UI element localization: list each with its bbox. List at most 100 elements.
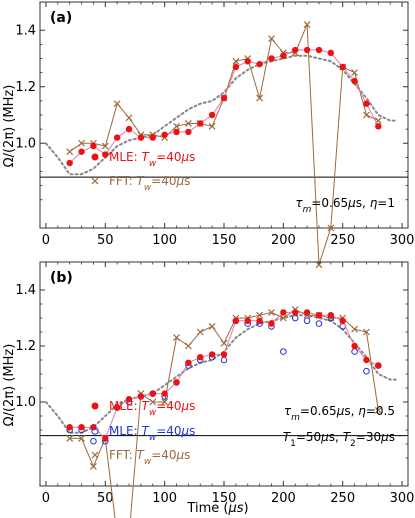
x-tick-label: 100 <box>152 491 177 506</box>
mle-point <box>304 47 310 53</box>
x-tick-label: 150 <box>212 233 237 248</box>
mle-point <box>161 390 167 396</box>
mle-line <box>70 312 379 438</box>
mle-open-point <box>281 349 287 355</box>
y-tick-label: 1.2 <box>15 80 36 95</box>
fft-point <box>363 112 369 118</box>
mle-open-point <box>364 368 370 374</box>
mle-open-point <box>304 318 310 324</box>
annotation-relaxation: T1=50μs, T2=30μs <box>283 430 395 449</box>
x-axis-label: Time (μs) <box>186 501 248 516</box>
mle-point <box>280 52 286 58</box>
mle-point <box>340 318 346 324</box>
y-axis-label-bottom: Ω/(2π) (MHz) <box>2 344 17 427</box>
mle-point <box>328 312 334 318</box>
mle-open-point <box>221 357 227 363</box>
chart-panel-b: 0 50 100 150 200 250 300 1.0 1.2 1.4 (b) MLE: Tw=40… <box>15 262 414 518</box>
mle-point <box>268 320 274 326</box>
mle-point <box>78 149 84 155</box>
fft-point <box>114 101 120 107</box>
fft-point <box>197 329 203 335</box>
legend-marker-fft <box>92 452 98 458</box>
mle-point <box>126 126 132 132</box>
legend-marker-fft <box>92 178 98 184</box>
y-tick-label: 1.2 <box>15 339 36 354</box>
mle-open-point <box>316 321 322 327</box>
fft-point <box>352 70 358 76</box>
legend-marker-mle <box>92 403 99 410</box>
mle-open-point <box>91 438 97 444</box>
panel-label: (b) <box>50 270 73 286</box>
x-tick-label: 0 <box>42 491 50 506</box>
mle-point <box>292 309 298 315</box>
mle-point <box>328 50 334 56</box>
mle-point <box>316 47 322 53</box>
mle-point <box>185 129 191 135</box>
fft-point <box>126 115 132 121</box>
fft-point <box>221 340 227 346</box>
mle-point <box>209 112 215 118</box>
fft-point <box>185 343 191 349</box>
legend-label: MLE: Tw=40μs <box>109 150 195 169</box>
mle-point <box>90 424 96 430</box>
x-tick-label: 200 <box>271 233 296 248</box>
x-tick-label: 100 <box>152 233 177 248</box>
mle-point <box>66 424 72 430</box>
mle-point <box>66 160 72 166</box>
mle-point <box>209 351 215 357</box>
mle-point <box>268 55 274 61</box>
y-tick-label: 1.4 <box>15 23 36 38</box>
mle-point <box>351 78 357 84</box>
mle-point <box>102 151 108 157</box>
mle-open-point <box>352 349 358 355</box>
mle-point <box>102 435 108 441</box>
mle-point <box>233 64 239 70</box>
y-axis-label-top: Ω/(2π) (MHz) <box>2 85 17 168</box>
mle-point <box>173 129 179 135</box>
mle-point <box>197 120 203 126</box>
fft-point <box>209 323 215 329</box>
legend-label: FFT: Tw=40μs <box>109 448 190 467</box>
y-tick-label: 1.4 <box>15 283 36 298</box>
legend-label: MLE: Tw=40μs <box>109 424 195 443</box>
mle-point <box>375 362 381 368</box>
mle-point <box>197 354 203 360</box>
mle-point <box>173 379 179 385</box>
x-tick-label: 50 <box>97 491 114 506</box>
mle-point <box>78 424 84 430</box>
x-tick-label: 0 <box>42 233 50 248</box>
y-tick-label: 1.0 <box>15 136 36 151</box>
fft-point <box>233 58 239 64</box>
x-tick-label: 50 <box>97 233 114 248</box>
mle-point <box>351 343 357 349</box>
chart-panel-a: 0 50 100 150 200 250 300 1.0 1.2 1.4 (a) MLE: Tw=40… <box>15 2 414 268</box>
mle-point <box>256 61 262 67</box>
x-tick-label: 200 <box>271 491 296 506</box>
mle-point <box>363 357 369 363</box>
annotation-params: τm=0.65μs, η=0.5 <box>284 404 395 423</box>
mle-point <box>375 123 381 129</box>
mle-point <box>363 101 369 107</box>
plot-frame <box>40 2 408 228</box>
mle-point <box>256 318 262 324</box>
x-tick-label: 300 <box>390 233 415 248</box>
mle-point <box>316 312 322 318</box>
fft-point <box>90 463 96 469</box>
mle-point <box>245 58 251 64</box>
legend-marker-mle <box>92 154 99 161</box>
fft-point <box>67 149 73 155</box>
mle-point <box>340 64 346 70</box>
mle-point <box>221 95 227 101</box>
mle-point <box>221 351 227 357</box>
mle-point <box>150 390 156 396</box>
mle-point <box>138 134 144 140</box>
mle-point <box>280 309 286 315</box>
annotation-params: τm=0.65μs, η=1 <box>295 196 395 215</box>
mle-point <box>150 134 156 140</box>
plot-frame <box>40 262 408 486</box>
mle-point <box>114 134 120 140</box>
mle-point <box>233 318 239 324</box>
mle-point <box>185 360 191 366</box>
x-tick-label: 300 <box>390 491 415 506</box>
